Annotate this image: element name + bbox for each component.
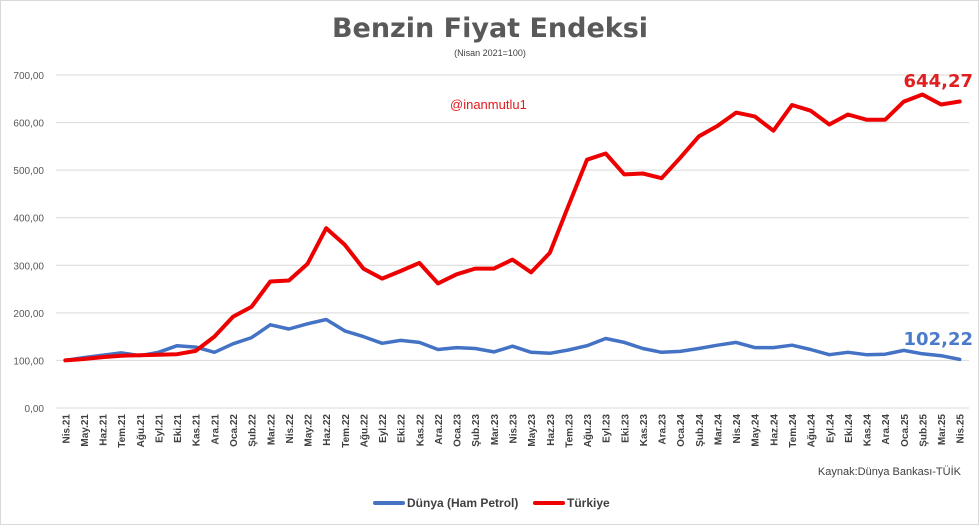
x-tick-label: Ara.23 xyxy=(658,414,669,445)
gridlines xyxy=(56,74,969,409)
y-tick-label: 0,00 xyxy=(25,404,45,415)
x-tick-label: Kas.23 xyxy=(639,414,650,447)
x-tick-label: May.22 xyxy=(304,414,315,447)
x-tick-label: Nis.25 xyxy=(956,414,967,444)
chart-title: Benzin Fiyat Endeksi xyxy=(332,13,648,44)
x-tick-label: Oca.25 xyxy=(900,414,911,447)
x-tick-label: Tem.21 xyxy=(117,414,128,448)
x-tick-label: Şub.23 xyxy=(471,414,482,447)
x-tick-label: Ağu.22 xyxy=(359,414,370,448)
x-tick-label: Oca.24 xyxy=(676,414,687,447)
y-tick-label: 100,00 xyxy=(13,356,44,367)
x-tick-label: Haz.21 xyxy=(99,414,110,446)
x-tick-label: Şub.25 xyxy=(918,414,929,447)
x-tick-label: Nis.22 xyxy=(285,414,296,444)
x-tick-label: Mar.23 xyxy=(490,414,501,446)
y-tick-label: 200,00 xyxy=(13,309,44,320)
x-tick-label: Nis.21 xyxy=(61,414,72,444)
series-line-turkiye xyxy=(63,92,962,363)
x-tick-label: Tem.23 xyxy=(564,414,575,448)
x-tick-label: Mar.22 xyxy=(266,414,277,446)
x-tick-label: Eyl.24 xyxy=(825,414,836,443)
x-tick-label: Şub.24 xyxy=(695,414,706,447)
y-tick-label: 400,00 xyxy=(13,214,44,225)
x-tick-label: Eyl.21 xyxy=(154,414,165,443)
x-tick-label: Eki.21 xyxy=(173,414,184,443)
x-tick-label: Kas.22 xyxy=(415,414,426,447)
x-tick-label: Haz.22 xyxy=(322,414,333,446)
x-tick-label: Kas.24 xyxy=(863,414,874,447)
series-lines xyxy=(63,92,962,363)
y-tick-label: 600,00 xyxy=(13,119,44,130)
x-tick-label: Kas.21 xyxy=(192,414,203,447)
y-tick-label: 300,00 xyxy=(13,261,44,272)
x-tick-label: Ara.24 xyxy=(881,414,892,445)
x-tick-label: Eyl.23 xyxy=(602,414,613,443)
y-tick-label: 500,00 xyxy=(13,166,44,177)
x-tick-label: Ara.22 xyxy=(434,414,445,445)
series-line-dunya xyxy=(63,317,962,363)
legend-label-turkiye: Türkiye xyxy=(567,496,610,510)
x-tick-label: May.24 xyxy=(751,414,762,447)
legend-label-dunya: Dünya (Ham Petrol) xyxy=(407,496,518,510)
x-tick-label: Nis.23 xyxy=(509,414,520,444)
x-tick-label: Mar.25 xyxy=(937,414,948,446)
turkiye-end-label: 644,27 xyxy=(904,71,973,92)
chart-subtitle: (Nisan 2021=100) xyxy=(454,48,526,58)
x-tick-label: Şub.22 xyxy=(248,414,259,447)
x-tick-label: May.23 xyxy=(527,414,538,447)
y-tick-label: 700,00 xyxy=(13,71,44,82)
x-tick-label: Haz.24 xyxy=(769,414,780,446)
x-tick-label: Ağu.24 xyxy=(807,414,818,448)
x-tick-label: Tem.22 xyxy=(341,414,352,448)
dunya-end-label: 102,22 xyxy=(904,329,973,350)
watermark-annotation: @inanmutlu1 xyxy=(450,97,527,112)
x-tick-label: Nis.24 xyxy=(732,414,743,444)
source-note: Kaynak:Dünya Bankası-TÜİK xyxy=(818,465,962,478)
x-tick-label: Oca.22 xyxy=(229,414,240,447)
x-tick-label: Ara.21 xyxy=(210,414,221,445)
x-axis-ticks: Nis.21 May.21 Haz.21 Tem.21 Ağu.21 Eyl.21 Eki.… xyxy=(61,414,966,448)
x-tick-label: Haz.23 xyxy=(546,414,557,446)
legend: Dünya (Ham Petrol) Türkiye xyxy=(373,496,610,510)
x-tick-label: Ağu.23 xyxy=(583,414,594,448)
x-tick-label: Eki.23 xyxy=(620,414,631,443)
x-tick-label: Eki.24 xyxy=(844,414,855,443)
x-tick-label: Tem.24 xyxy=(788,414,799,448)
x-tick-label: Eki.22 xyxy=(397,414,408,443)
x-tick-label: Ağu.21 xyxy=(136,414,147,448)
x-tick-label: Oca.23 xyxy=(453,414,464,447)
x-tick-label: Mar.24 xyxy=(713,414,724,446)
y-axis-ticks: 0,00 100,00 200,00 300,00 400,00 500,00 600,00… xyxy=(13,71,44,415)
x-tick-label: May.21 xyxy=(80,414,91,447)
x-tick-label: Eyl.22 xyxy=(378,414,389,443)
